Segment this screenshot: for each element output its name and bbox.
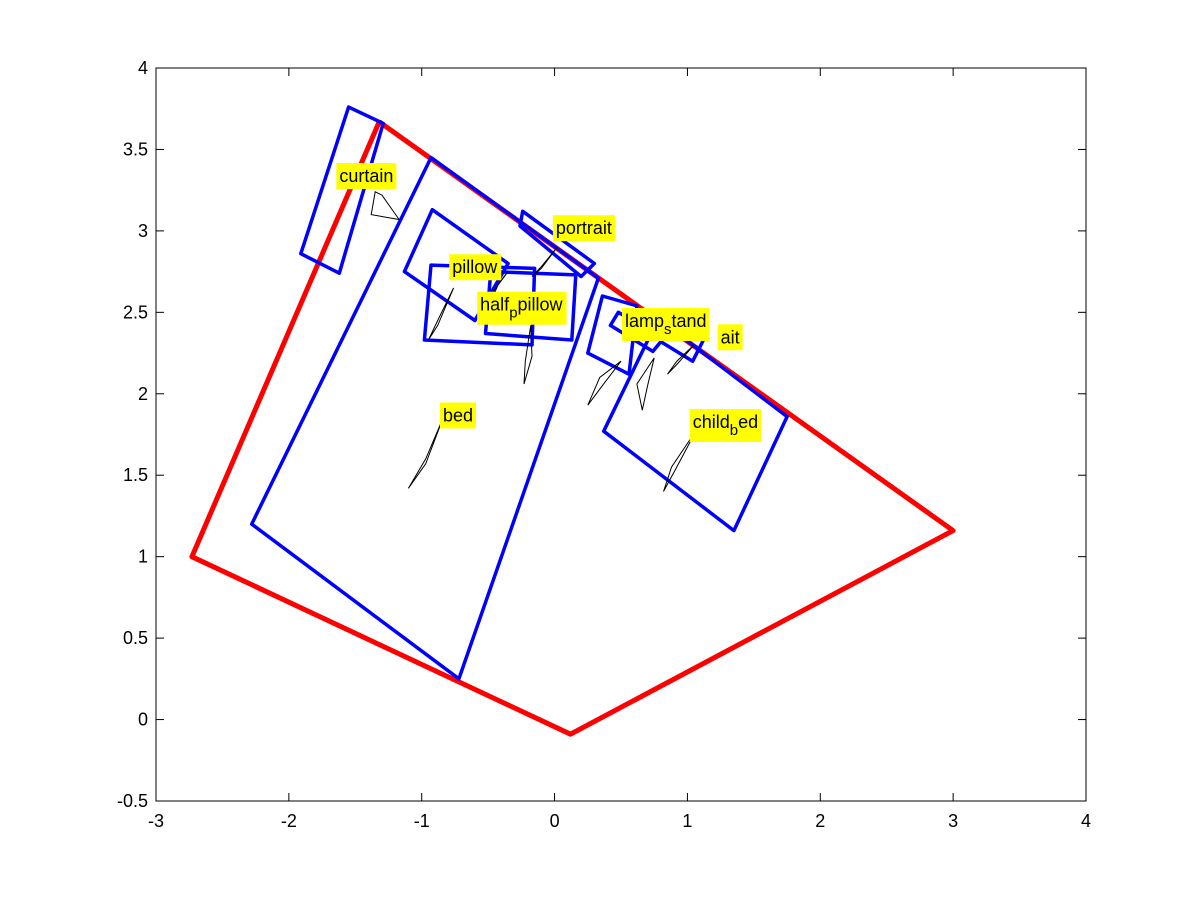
object-arrow-pillow	[427, 287, 455, 341]
object-label-text: pillow	[452, 257, 498, 277]
label-subscript: s	[664, 321, 672, 338]
label-main: curtain	[339, 166, 393, 186]
object-label-bg	[336, 163, 397, 190]
label-main: bed	[443, 405, 473, 425]
object-box-curtain	[299, 105, 385, 275]
room-layer	[189, 119, 956, 737]
label-main: portrait	[556, 218, 612, 238]
object-label-bg	[689, 408, 762, 442]
object-label-bg	[449, 254, 502, 281]
object-label-text: lampstand	[625, 311, 707, 338]
x-tick-label: 2	[815, 811, 825, 831]
object-label: ait	[717, 324, 743, 351]
object-label-text: childbed	[693, 412, 758, 439]
label-subscript: b	[730, 422, 738, 439]
label-rest: tand	[672, 311, 707, 331]
object-box-pillow	[402, 207, 510, 323]
object-label-text: curtain	[339, 166, 393, 186]
plot-area	[155, 67, 1087, 802]
y-tick-label: 3	[138, 221, 148, 241]
object-label-bg	[439, 402, 477, 429]
object-arrow-lamp	[587, 360, 622, 406]
object-label-bg	[477, 291, 567, 325]
y-tick-label: 2.5	[123, 302, 148, 322]
object-label-bg	[621, 307, 710, 341]
y-tick-label: -0.5	[117, 791, 148, 811]
x-tick-label: 0	[550, 811, 560, 831]
y-tick-label: 0	[138, 710, 148, 730]
object-label: curtain	[336, 163, 397, 190]
object-label-bg	[552, 215, 615, 242]
label-main: pillow	[452, 257, 498, 277]
object-arrow-bed	[407, 418, 444, 489]
object-label: childbed	[689, 408, 762, 442]
y-tick-label: 0.5	[123, 628, 148, 648]
object-arrow-pillow	[523, 325, 533, 385]
object-arrow-portrait	[667, 344, 695, 375]
room-outline	[189, 119, 956, 737]
object-box-child-bed	[601, 317, 789, 533]
label-rest: pillow	[518, 295, 564, 315]
x-tick-label: 1	[682, 811, 692, 831]
y-tick-label: 3.5	[123, 139, 148, 159]
label-subscript: p	[509, 305, 517, 322]
object-label-bg	[717, 324, 743, 351]
object-box-portrait	[518, 209, 597, 279]
x-tick-label: -1	[414, 811, 430, 831]
y-tick-label: 1	[138, 547, 148, 567]
object-label: bed	[439, 402, 477, 429]
object-box-bed	[249, 155, 601, 681]
object-label: pillow	[449, 254, 502, 281]
object-arrow-curtain	[370, 191, 401, 221]
y-tick-label: 2	[138, 384, 148, 404]
y-tick-label: 1.5	[123, 465, 148, 485]
axis-ticks: -3 -2 -1 0 1 2 3 4 -0.5 0 0.5 1 1.5 2 2.5 3 3.5 4	[117, 58, 1091, 831]
x-tick-label: 4	[1081, 811, 1091, 831]
object-arrow-child-bed	[663, 429, 698, 492]
object-arrow-lamp-stand	[636, 357, 655, 411]
object-label-text: ait	[721, 327, 740, 347]
x-tick-label: -2	[281, 811, 297, 831]
y-tick-label: 4	[138, 58, 148, 78]
labels-layer: curtainportraitpillowhalfppillowlampstan…	[336, 163, 762, 442]
label-main: lamp	[625, 311, 664, 331]
objects-layer	[249, 105, 789, 681]
object-arrow-portrait	[531, 246, 558, 277]
object-label-text: halfppillow	[480, 295, 563, 322]
x-tick-label: 3	[948, 811, 958, 831]
x-tick-label: -3	[148, 811, 164, 831]
object-label-text: bed	[443, 405, 473, 425]
object-box-lamp	[586, 294, 639, 376]
label-rest: ed	[738, 412, 758, 432]
label-main: half	[480, 295, 510, 315]
object-label-text: portrait	[556, 218, 612, 238]
label-main: ait	[721, 327, 740, 347]
object-label: halfppillow	[477, 291, 567, 325]
label-main: child	[693, 412, 730, 432]
object-label: lampstand	[621, 307, 710, 341]
object-label: portrait	[552, 215, 615, 242]
